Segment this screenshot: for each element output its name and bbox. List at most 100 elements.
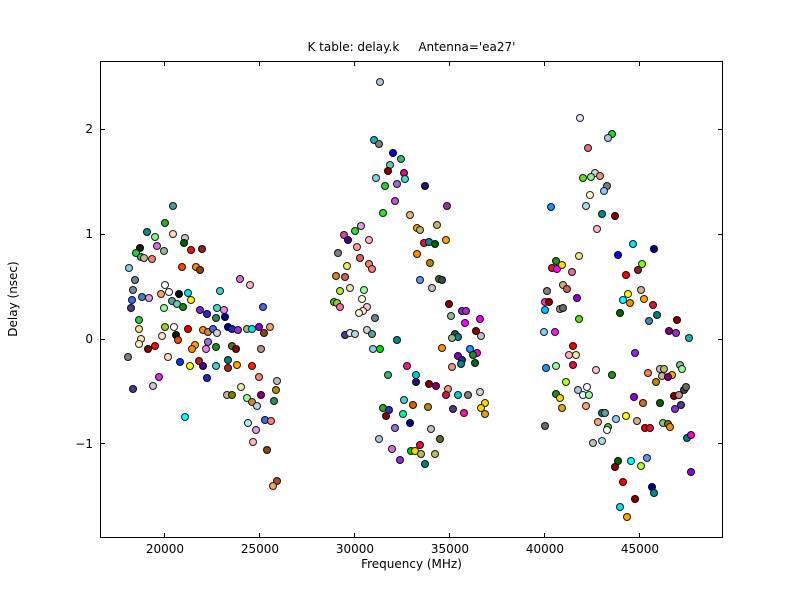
data-point: [223, 364, 232, 373]
data-point: [371, 173, 380, 182]
data-point: [211, 343, 220, 352]
data-point: [615, 308, 624, 317]
data-point: [645, 424, 654, 433]
data-point: [447, 311, 455, 320]
tick-mark: [718, 443, 722, 445]
data-point: [649, 489, 658, 498]
data-point: [583, 144, 592, 153]
data-point: [684, 333, 693, 342]
x-tick-label: 40000: [525, 542, 565, 556]
data-point: [622, 513, 631, 522]
data-point: [223, 355, 232, 364]
data-point: [459, 409, 468, 418]
data-point: [215, 286, 224, 295]
data-point: [574, 252, 583, 261]
data-point: [423, 403, 432, 412]
data-point: [399, 395, 408, 404]
data-point: [387, 445, 396, 454]
x-tick-label: 30000: [335, 542, 375, 556]
data-point: [195, 305, 204, 314]
tick-mark: [259, 62, 261, 66]
data-point: [415, 276, 424, 285]
data-point: [374, 434, 383, 443]
data-point: [542, 286, 551, 295]
tick-mark: [101, 233, 105, 235]
data-point: [139, 254, 148, 263]
data-point: [629, 239, 637, 248]
data-point: [686, 468, 695, 477]
data-point: [388, 149, 397, 158]
data-point: [175, 358, 184, 367]
data-point: [584, 390, 593, 399]
data-point: [553, 264, 561, 273]
data-point: [212, 328, 221, 337]
data-point: [350, 227, 359, 236]
data-point: [268, 481, 277, 490]
data-point: [266, 416, 275, 425]
data-point: [585, 191, 594, 200]
data-point: [231, 345, 240, 354]
data-point: [444, 300, 453, 309]
data-point: [480, 398, 489, 407]
tick-mark: [101, 338, 105, 340]
data-point: [600, 409, 609, 418]
data-point: [442, 201, 451, 210]
data-point: [597, 210, 606, 219]
data-point: [640, 295, 648, 304]
x-tick-label: 45000: [620, 542, 660, 556]
data-point: [150, 342, 159, 351]
data-point: [147, 255, 156, 264]
data-point: [630, 495, 639, 504]
data-point: [173, 336, 182, 345]
data-point: [128, 385, 137, 394]
tick-mark: [639, 62, 641, 66]
data-point: [203, 309, 211, 318]
data-point: [371, 314, 379, 323]
data-point: [675, 390, 683, 399]
data-point: [417, 450, 425, 459]
data-point: [634, 265, 642, 274]
data-point: [581, 402, 590, 411]
data-point: [178, 302, 187, 311]
data-point: [211, 314, 220, 323]
data-point: [551, 362, 560, 371]
data-point: [550, 327, 559, 336]
data-point: [539, 327, 548, 336]
data-point: [441, 236, 450, 245]
tick-mark: [449, 62, 451, 66]
data-point: [572, 350, 580, 359]
data-point: [432, 220, 441, 229]
data-point: [135, 324, 143, 333]
data-point: [143, 345, 152, 354]
data-point: [471, 326, 480, 335]
data-point: [546, 202, 555, 211]
data-point: [583, 383, 591, 392]
data-point: [557, 404, 566, 413]
data-point: [159, 303, 168, 312]
data-point: [187, 345, 196, 354]
data-point: [251, 426, 260, 435]
data-point: [599, 187, 608, 196]
data-point: [613, 251, 622, 260]
data-point: [610, 212, 619, 221]
data-point: [437, 276, 446, 285]
data-point: [342, 261, 351, 270]
data-point: [425, 258, 434, 267]
data-point: [236, 383, 245, 392]
data-point: [272, 476, 281, 485]
data-point: [127, 303, 135, 312]
data-point: [135, 243, 144, 252]
tick-mark: [639, 533, 641, 537]
data-point: [258, 302, 267, 311]
data-point: [477, 331, 485, 340]
data-point: [186, 245, 195, 254]
data-point: [578, 173, 587, 182]
data-point: [144, 294, 153, 303]
data-point: [412, 377, 420, 386]
data-point: [626, 299, 634, 308]
data-point: [540, 422, 549, 430]
data-point: [363, 325, 371, 334]
x-tick-label: 20000: [145, 542, 185, 556]
data-point: [124, 263, 133, 272]
data-point: [374, 140, 383, 149]
